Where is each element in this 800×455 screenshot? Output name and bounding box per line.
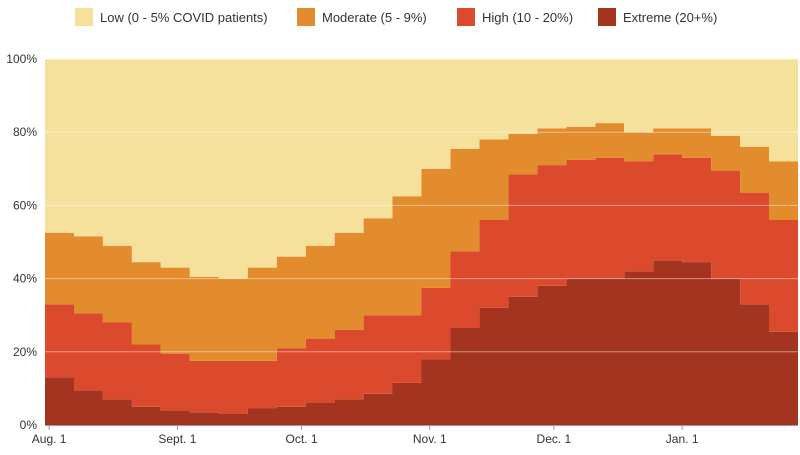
legend-swatch [297, 8, 315, 26]
series-area-2 [45, 123, 798, 361]
y-tick-label: 80% [13, 125, 37, 139]
y-tick-label: 0% [20, 418, 38, 432]
x-tick-label: Sept. 1 [158, 432, 196, 446]
legend-label: Low (0 - 5% COVID patients) [100, 10, 268, 25]
gridlines [45, 58, 798, 353]
x-tick-label: Jan. 1 [666, 432, 699, 446]
legend-swatch [457, 8, 475, 26]
legend: Low (0 - 5% COVID patients) Moderate (5 -… [75, 8, 717, 26]
legend-item: Low (0 - 5% COVID patients) [75, 8, 268, 26]
y-tick-label: 20% [13, 345, 37, 359]
y-tick-label: 60% [13, 198, 37, 212]
legend-label: High (10 - 20%) [482, 10, 573, 25]
legend-label: Extreme (20+%) [623, 10, 717, 25]
x-tick-label: Oct. 1 [286, 432, 318, 446]
y-tick-label: 40% [13, 272, 37, 286]
x-tick-label: Aug. 1 [32, 432, 67, 446]
legend-swatch [75, 8, 93, 26]
y-tick-label: 100% [6, 52, 37, 66]
legend-label: Moderate (5 - 9%) [322, 10, 427, 25]
series-area-0 [45, 260, 798, 425]
series-area-1 [45, 154, 798, 414]
x-tick-label: Nov. 1 [413, 432, 447, 446]
legend-swatch [598, 8, 616, 26]
legend-item: Moderate (5 - 9%) [297, 8, 427, 26]
axes: 0% 20% 40% 60% 80% 100% Aug. 1 Sept. 1 Oct. 1 Nov… [6, 52, 798, 446]
series-area-3 [45, 59, 798, 279]
plot-area [45, 59, 798, 425]
legend-item: High (10 - 20%) [457, 8, 573, 26]
x-tick-label: Dec. 1 [537, 432, 572, 446]
legend-item: Extreme (20+%) [598, 8, 717, 26]
